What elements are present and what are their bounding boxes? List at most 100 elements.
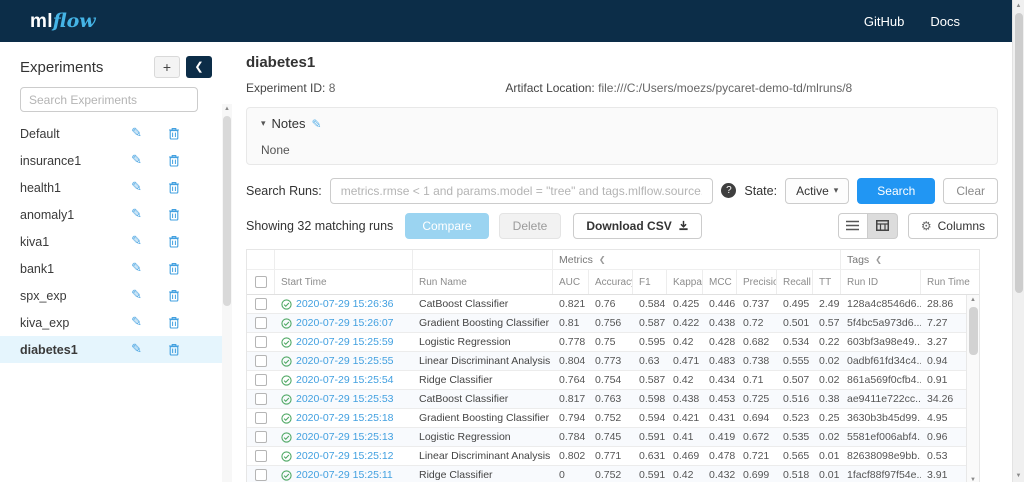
col-mcc[interactable]: MCC [703, 270, 737, 294]
delete-experiment-icon[interactable] [168, 154, 180, 167]
state-dropdown[interactable]: Active ▾ [785, 177, 850, 204]
run-row[interactable]: 2020-07-29 15:25:55 Linear Discriminant … [247, 352, 979, 371]
download-csv-button[interactable]: Download CSV [573, 212, 702, 239]
mlflow-logo[interactable]: ml flow [30, 10, 96, 33]
run-row[interactable]: 2020-07-29 15:25:13 Logistic Regression … [247, 428, 979, 447]
experiment-list-item[interactable]: diabetes1 ✎ [0, 336, 232, 363]
delete-experiment-icon[interactable] [168, 235, 180, 248]
scrollbar-thumb[interactable] [223, 116, 231, 306]
compare-button[interactable]: Compare [405, 212, 489, 239]
edit-experiment-icon[interactable]: ✎ [131, 288, 142, 303]
run-row[interactable]: 2020-07-29 15:25:54 Ridge Classifier 0.7… [247, 371, 979, 390]
add-experiment-button[interactable]: + [154, 56, 180, 78]
edit-experiment-icon[interactable]: ✎ [131, 153, 142, 168]
search-runs-input[interactable] [329, 177, 714, 204]
experiment-list-item[interactable]: bank1 ✎ [0, 255, 232, 282]
run-row[interactable]: 2020-07-29 15:25:53 CatBoost Classifier … [247, 390, 979, 409]
run-start-time-link[interactable]: 2020-07-29 15:25:13 [296, 431, 394, 443]
sidebar-scrollbar[interactable]: ▲ [222, 104, 232, 482]
run-start-time-link[interactable]: 2020-07-29 15:25:55 [296, 355, 394, 367]
experiment-list-item[interactable]: anomaly1 ✎ [0, 201, 232, 228]
scroll-down-icon[interactable]: ▼ [1015, 473, 1022, 479]
run-row[interactable]: 2020-07-29 15:25:59 Logistic Regression … [247, 333, 979, 352]
edit-experiment-icon[interactable]: ✎ [131, 207, 142, 222]
row-checkbox[interactable] [255, 412, 267, 424]
edit-notes-icon[interactable]: ✎ [311, 116, 322, 131]
edit-experiment-icon[interactable]: ✎ [131, 180, 142, 195]
row-checkbox[interactable] [255, 336, 267, 348]
run-row[interactable]: 2020-07-29 15:26:07 Gradient Boosting Cl… [247, 314, 979, 333]
edit-experiment-icon[interactable]: ✎ [131, 315, 142, 330]
edit-experiment-icon[interactable]: ✎ [131, 126, 142, 141]
experiment-list-item[interactable]: spx_exp ✎ [0, 282, 232, 309]
clear-button[interactable]: Clear [943, 177, 998, 204]
delete-experiment-icon[interactable] [168, 316, 180, 329]
row-checkbox[interactable] [255, 450, 267, 462]
scroll-up-icon[interactable]: ▲ [970, 297, 976, 303]
col-run-name[interactable]: Run Name [413, 270, 553, 294]
col-kappa[interactable]: Kappa [667, 270, 703, 294]
experiment-list-item[interactable]: kiva1 ✎ [0, 228, 232, 255]
run-start-time-link[interactable]: 2020-07-29 15:26:07 [296, 317, 394, 329]
run-start-time-link[interactable]: 2020-07-29 15:25:18 [296, 412, 394, 424]
delete-experiment-icon[interactable] [168, 262, 180, 275]
col-f1[interactable]: F1 [633, 270, 667, 294]
page-scrollbar[interactable]: ▲ ▼ [1012, 0, 1024, 482]
edit-experiment-icon[interactable]: ✎ [131, 261, 142, 276]
search-button[interactable]: Search [857, 177, 936, 204]
grid-view-button[interactable] [867, 212, 898, 239]
run-row[interactable]: 2020-07-29 15:25:11 Ridge Classifier 0 0… [247, 466, 979, 482]
notes-collapse-icon[interactable]: ▾ [261, 118, 266, 129]
col-run-id[interactable]: Run ID [841, 270, 921, 294]
run-start-time-link[interactable]: 2020-07-29 15:25:11 [296, 469, 393, 481]
list-view-button[interactable] [837, 212, 868, 239]
row-checkbox[interactable] [255, 431, 267, 443]
experiment-list-item[interactable]: health1 ✎ [0, 174, 232, 201]
col-accuracy[interactable]: Accuracy [589, 270, 633, 294]
delete-experiment-icon[interactable] [168, 208, 180, 221]
help-icon[interactable]: ? [721, 183, 737, 198]
run-row[interactable]: 2020-07-29 15:25:18 Gradient Boosting Cl… [247, 409, 979, 428]
run-start-time-link[interactable]: 2020-07-29 15:25:53 [296, 393, 394, 405]
row-checkbox[interactable] [255, 355, 267, 367]
select-all-checkbox[interactable] [254, 276, 267, 288]
scroll-up-icon[interactable]: ▲ [1015, 3, 1022, 9]
scrollbar-thumb[interactable] [969, 307, 978, 355]
run-start-time-link[interactable]: 2020-07-29 15:25:59 [296, 336, 394, 348]
github-link[interactable]: GitHub [863, 13, 905, 29]
run-row[interactable]: 2020-07-29 15:25:12 Linear Discriminant … [247, 447, 979, 466]
run-start-time-link[interactable]: 2020-07-29 15:25:12 [296, 450, 394, 462]
delete-experiment-icon[interactable] [168, 343, 180, 356]
collapse-tags-icon[interactable]: ❮ [875, 255, 882, 264]
row-checkbox[interactable] [255, 393, 267, 405]
delete-experiment-icon[interactable] [168, 127, 180, 140]
col-tt[interactable]: TT [813, 270, 841, 294]
scroll-down-icon[interactable]: ▼ [970, 477, 976, 482]
run-start-time-link[interactable]: 2020-07-29 15:25:54 [296, 374, 394, 386]
col-precision[interactable]: Precisio [737, 270, 777, 294]
col-auc[interactable]: AUC [553, 270, 589, 294]
experiment-list-item[interactable]: kiva_exp ✎ [0, 309, 232, 336]
run-row[interactable]: 2020-07-29 15:26:36 CatBoost Classifier … [247, 295, 979, 314]
edit-experiment-icon[interactable]: ✎ [131, 342, 142, 357]
docs-link[interactable]: Docs [930, 13, 960, 29]
columns-button[interactable]: ⚙ Columns [907, 212, 998, 239]
col-start-time[interactable]: Start Time [275, 270, 413, 294]
table-scrollbar[interactable]: ▲ ▼ [966, 295, 979, 482]
row-checkbox[interactable] [255, 298, 267, 310]
col-recall[interactable]: Recall [777, 270, 813, 294]
collapse-sidebar-button[interactable]: ❮ [186, 56, 212, 78]
delete-experiment-icon[interactable] [168, 181, 180, 194]
col-run-time[interactable]: Run Time [927, 276, 970, 288]
delete-button[interactable]: Delete [498, 212, 562, 239]
scrollbar-thumb[interactable] [1015, 13, 1023, 293]
edit-experiment-icon[interactable]: ✎ [131, 234, 142, 249]
search-experiments-input[interactable] [20, 87, 198, 112]
delete-experiment-icon[interactable] [168, 289, 180, 302]
collapse-metrics-icon[interactable]: ❮ [598, 255, 606, 264]
experiment-list-item[interactable]: Default ✎ [0, 120, 232, 147]
experiment-list-item[interactable]: insurance1 ✎ [0, 147, 232, 174]
row-checkbox[interactable] [255, 317, 267, 329]
row-checkbox[interactable] [255, 374, 267, 386]
run-start-time-link[interactable]: 2020-07-29 15:26:36 [296, 298, 394, 310]
